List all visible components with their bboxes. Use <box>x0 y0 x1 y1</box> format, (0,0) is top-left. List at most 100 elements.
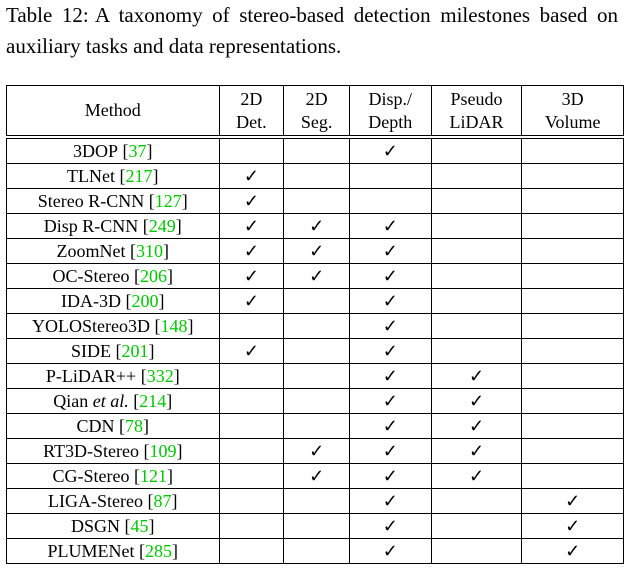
check-cell: ✓ <box>521 488 624 514</box>
table-row: Disp R-CNN [249] ✓ ✓ ✓ <box>6 213 624 239</box>
method-cell: 3DOP [37] <box>6 136 220 164</box>
checkmark: ✓ <box>382 365 398 386</box>
citation-bracket: [ <box>119 165 126 186</box>
table-header: Method 2D Det. 2D Seg. Disp./Depth Pseudo LiDAR… <box>6 85 624 138</box>
column-header: Method <box>6 85 220 138</box>
check-cell <box>218 438 285 464</box>
check-cell: ✓ <box>348 538 432 564</box>
citation-bracket: ] <box>146 140 153 161</box>
check-cell <box>521 213 624 239</box>
check-cell <box>521 388 624 414</box>
caption-text: A taxonomy of stereo-based detection mil… <box>6 3 618 58</box>
method-name: 3DOP <box>73 140 119 161</box>
method-name: RT3D-Stereo <box>43 440 139 461</box>
checkmark: ✓ <box>468 465 485 486</box>
citation-bracket: [ <box>115 340 122 361</box>
check-cell <box>283 188 350 214</box>
checkmark: ✓ <box>243 290 259 311</box>
check-cell: ✓ <box>218 163 285 189</box>
method-name: SIDE <box>71 340 112 361</box>
citation: [127] <box>149 191 188 211</box>
citation-number: 217 <box>125 165 153 186</box>
citation-number: 332 <box>146 365 174 386</box>
check-cell <box>348 188 432 214</box>
check-cell <box>430 188 523 214</box>
method-name: TLNet <box>67 165 116 186</box>
checkmark: ✓ <box>243 215 259 236</box>
check-cell: ✓ <box>348 488 432 514</box>
citation-number: 121 <box>140 465 168 486</box>
method-cell: RT3D-Stereo [109] <box>6 438 220 464</box>
method-name: Qian <box>53 390 89 411</box>
table-row: IDA-3D [200] ✓ ✓ <box>6 288 624 314</box>
citation: [148] <box>155 316 194 336</box>
method-name: IDA-3D <box>61 290 122 311</box>
method-cell: IDA-3D [200] <box>6 288 220 314</box>
citation: [109] <box>143 441 182 461</box>
check-cell <box>283 163 350 189</box>
method-name: YOLOStereo3D <box>32 315 151 336</box>
table-row: Stereo R-CNN [127] ✓ <box>6 188 624 214</box>
check-cell: ✓ <box>430 463 523 489</box>
check-cell <box>283 513 350 539</box>
caption: Table 12: A taxonomy of stereo-based dete… <box>6 0 618 62</box>
method-name: CG-Stereo <box>52 465 130 486</box>
checkmark: ✓ <box>468 390 485 411</box>
checkmark: ✓ <box>382 390 398 411</box>
method-cell: LIGA-Stereo [87] <box>6 488 220 514</box>
check-cell <box>218 488 285 514</box>
citation: [200] <box>126 291 165 311</box>
checkmark: ✓ <box>382 340 398 361</box>
citation-bracket: ] <box>175 215 182 236</box>
check-cell: ✓ <box>430 363 523 389</box>
citation-bracket: [ <box>154 315 161 336</box>
citation: [310] <box>130 241 169 261</box>
header-line: 2D <box>240 88 263 109</box>
citation-bracket: ] <box>176 440 183 461</box>
check-cell <box>218 313 285 339</box>
citation: [217] <box>120 166 159 186</box>
citation-bracket: [ <box>143 440 150 461</box>
citation-bracket: [ <box>122 140 129 161</box>
check-cell: ✓ <box>348 313 432 339</box>
citation: [285] <box>139 541 178 561</box>
method-cell: OC-Stereo [206] <box>6 263 220 289</box>
check-cell: ✓ <box>348 338 432 364</box>
check-cell <box>283 388 350 414</box>
citation-bracket: ] <box>143 415 150 436</box>
header-line: 3D <box>561 88 584 109</box>
citation-number: 148 <box>160 315 188 336</box>
checkmark: ✓ <box>565 540 581 561</box>
checkmark: ✓ <box>468 415 485 436</box>
method-name: LIGA-Stereo <box>48 490 144 511</box>
check-cell: ✓ <box>283 463 350 489</box>
check-cell <box>218 388 285 414</box>
checkmark: ✓ <box>309 265 325 286</box>
checkmark: ✓ <box>309 440 325 461</box>
checkmark: ✓ <box>382 240 398 261</box>
method-cell: SIDE [201] <box>6 338 220 364</box>
header-line: Depth <box>368 111 413 132</box>
check-cell <box>430 513 523 539</box>
check-cell <box>218 538 285 564</box>
table-row: RT3D-Stereo [109] ✓ ✓ ✓ <box>6 438 624 464</box>
table-row: ZoomNet [310] ✓ ✓ ✓ <box>6 238 624 264</box>
citation-bracket: ] <box>167 265 174 286</box>
checkmark: ✓ <box>565 515 581 536</box>
check-cell <box>521 136 624 164</box>
check-cell <box>430 313 523 339</box>
check-cell: ✓ <box>283 438 350 464</box>
method-name: PLUMENet <box>47 540 135 561</box>
check-cell: ✓ <box>348 263 432 289</box>
check-cell: ✓ <box>218 338 285 364</box>
check-cell: ✓ <box>218 238 285 264</box>
citation: [78] <box>119 416 149 436</box>
citation-bracket: ] <box>163 240 170 261</box>
check-cell <box>521 363 624 389</box>
method-cell: TLNet [217] <box>6 163 220 189</box>
citation-number: 201 <box>121 340 149 361</box>
citation: [37] <box>123 141 153 161</box>
citation-number: 37 <box>128 140 147 161</box>
check-cell <box>430 213 523 239</box>
check-cell <box>430 338 523 364</box>
